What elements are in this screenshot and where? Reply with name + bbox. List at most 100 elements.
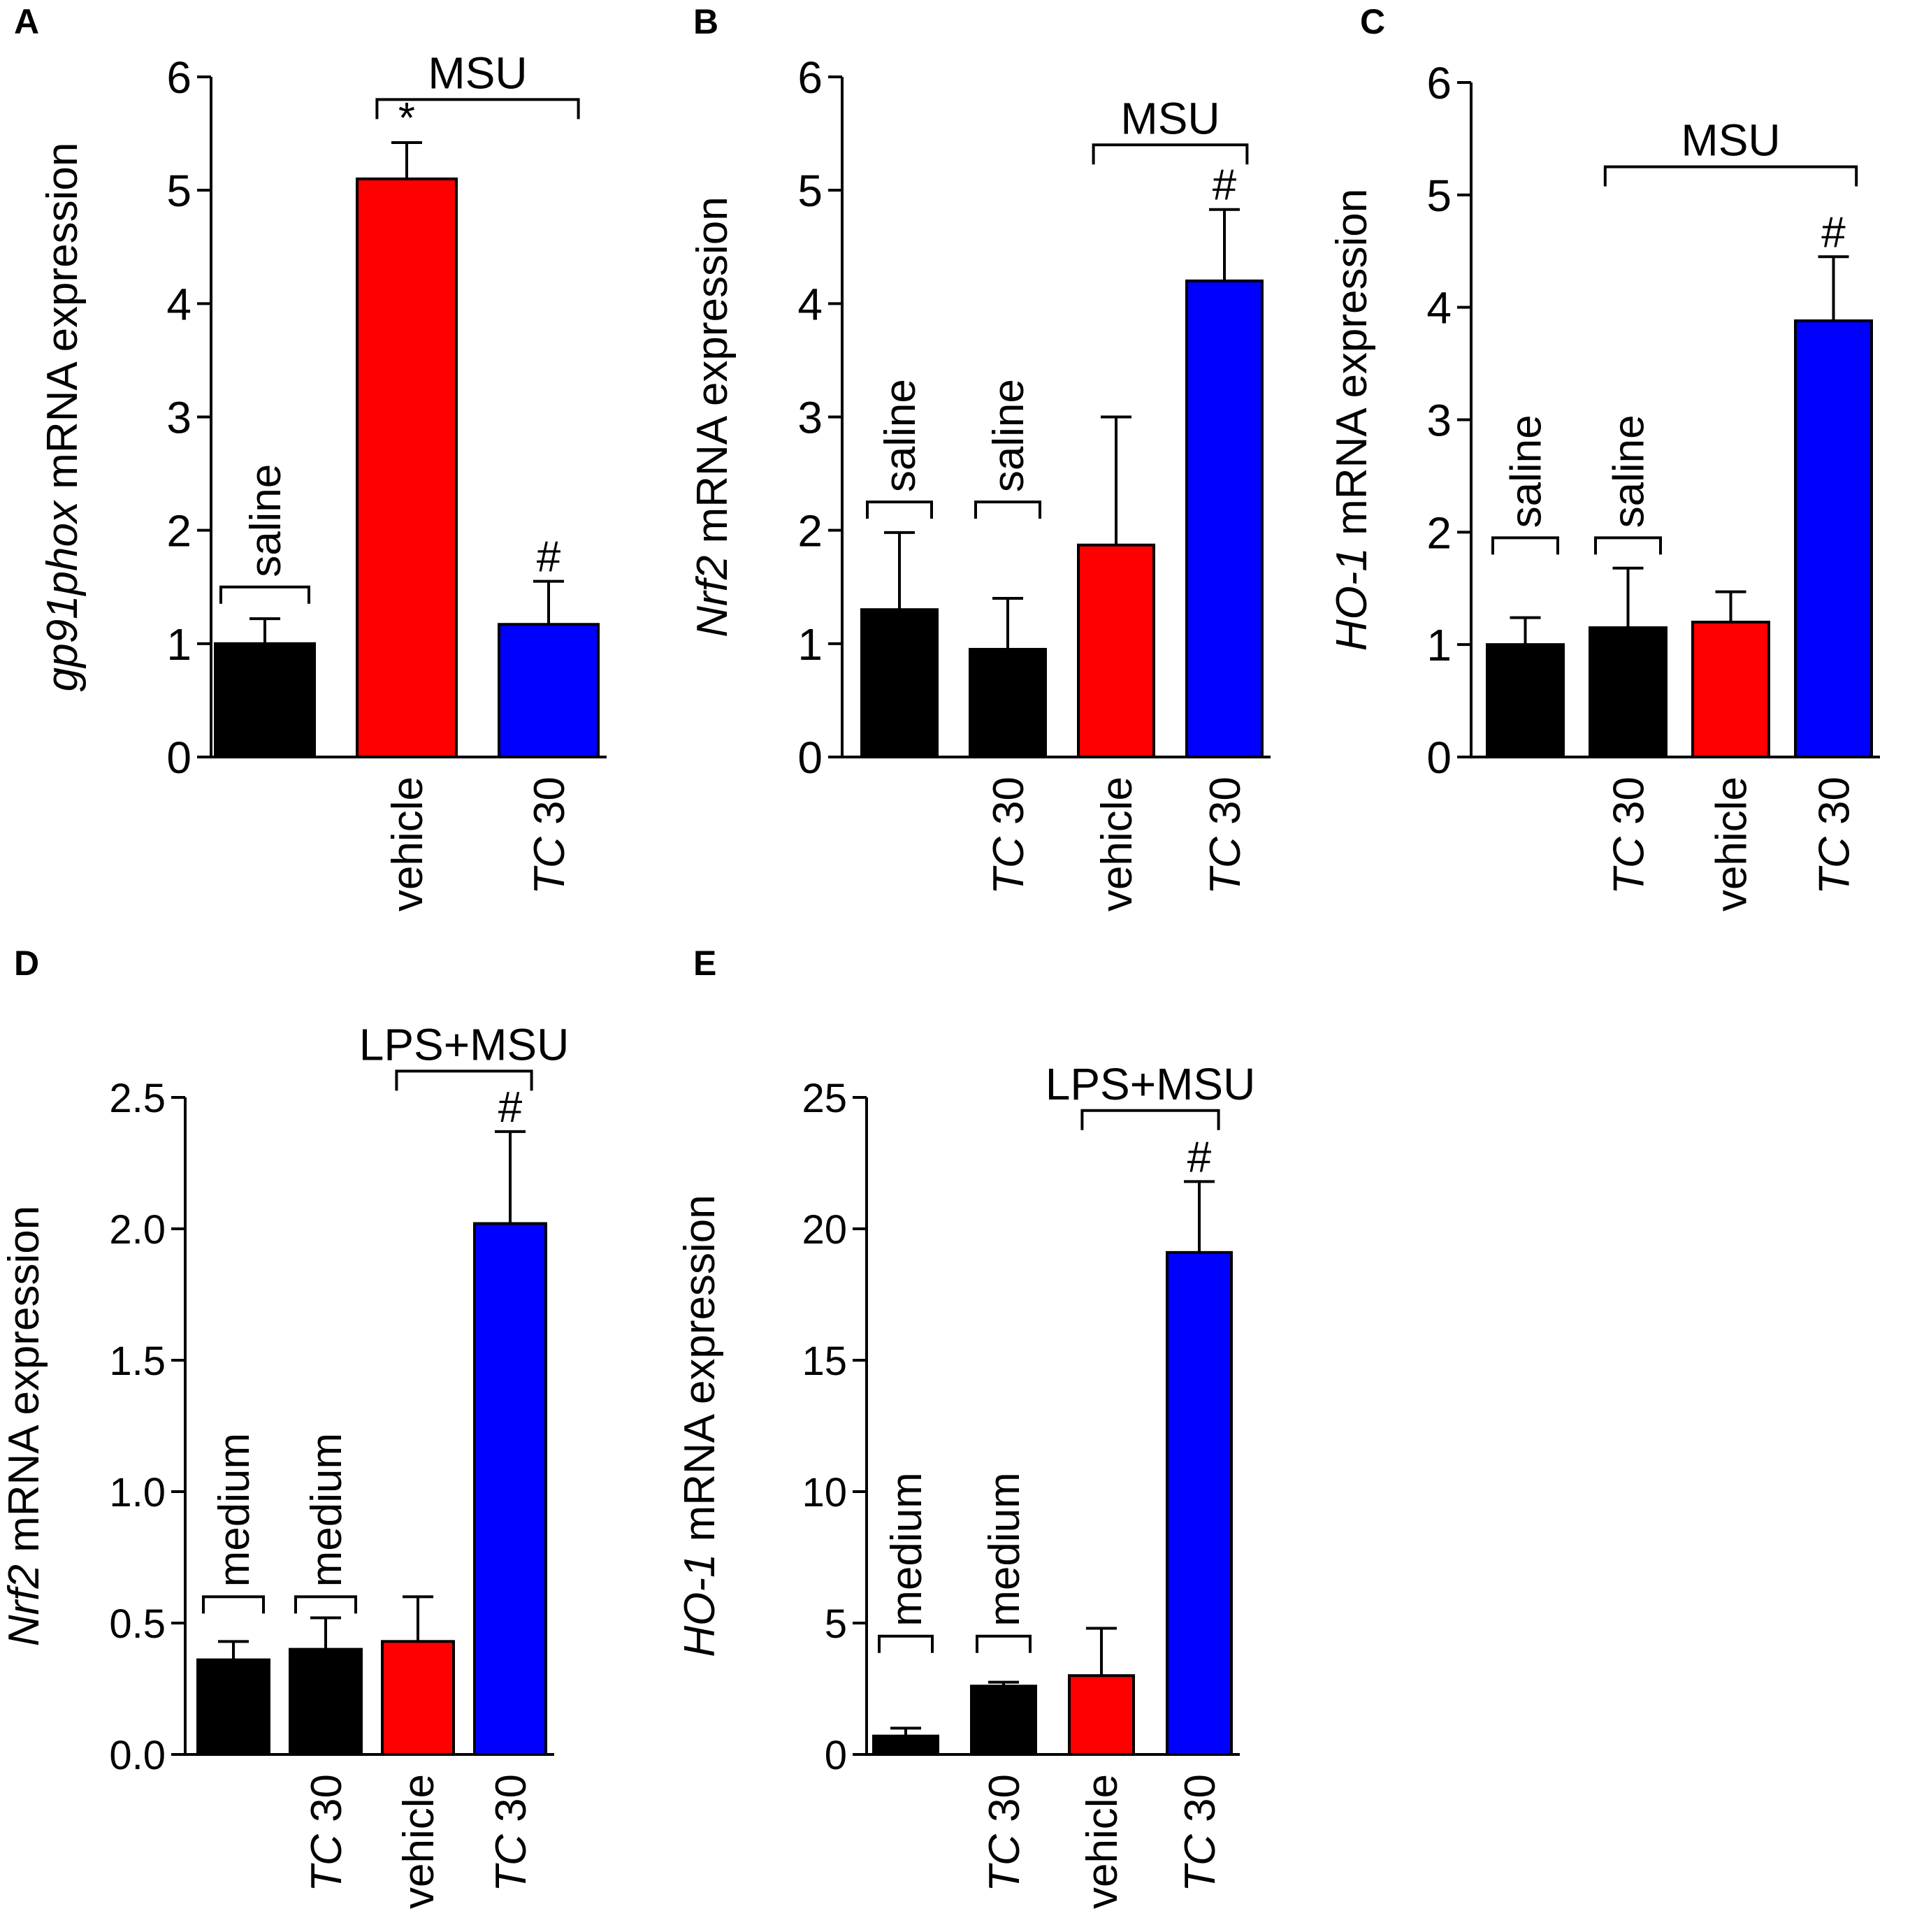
panel-d-x-label-4-rest: 30: [487, 1774, 535, 1834]
panel-d-x-label-4-italic: TC: [487, 1833, 535, 1892]
panel-c-x-label-4: TC 30: [1811, 777, 1859, 895]
panel-e-y-axis-label: HO-1 mRNA expression: [676, 1195, 724, 1657]
panel-d-bar-2: [289, 1648, 363, 1757]
panel-d-letter: D: [14, 944, 39, 983]
panel-b-y-axis-label: Nrf2 mRNA expression: [688, 196, 737, 637]
panel-a-ytick-label: 1: [166, 619, 191, 670]
panel-c-x-label-2-italic: TC: [1605, 836, 1654, 895]
panel-b-bar-2: [969, 647, 1047, 758]
panel-d-ytick-label: 0.0: [109, 1733, 166, 1778]
panel-d-x-label-2-italic: TC: [303, 1833, 351, 1892]
panel-d: D 0.0 0.5 1.0 1.5 2.0 2.5 Nrf2 mRNA expression T…: [0, 944, 569, 1909]
panel-b-y-axis-label-text: mRNA expression: [688, 196, 737, 555]
panel-a-bar-3: [498, 623, 600, 759]
panel-e-bracket-label-3: LPS+MSU: [1046, 1059, 1256, 1109]
panel-e-ytick-label: 20: [802, 1207, 847, 1253]
panel-c-x-label-2-rest: 30: [1605, 777, 1654, 837]
panel-a-y-axis-label-text: mRNA expression: [38, 143, 87, 501]
panel-b-bracket-label-3: MSU: [1120, 93, 1220, 143]
panel-b-x-label-2-rest: 30: [985, 777, 1033, 837]
panel-c-ytick-label: 2: [1426, 507, 1452, 558]
panel-a-x-label-2: vehicle: [384, 777, 432, 911]
panel-c-x-label-3: vehicle: [1708, 777, 1756, 911]
panel-b: B 0 1 2 3 4 5 6 Nrf2 mRNA expression TC 30 vehicle…: [688, 2, 1271, 911]
panel-b-bracket-label-1: saline: [876, 379, 925, 492]
panel-d-ytick-label: 2.5: [109, 1076, 166, 1121]
panel-c-bar-3: [1691, 621, 1770, 758]
panel-e-x-label-2: TC 30: [981, 1774, 1029, 1892]
panel-e-x-label-4-rest: 30: [1176, 1774, 1224, 1834]
panel-e-x-label-4-italic: TC: [1176, 1833, 1224, 1892]
panel-a-y-axis-label: gp91phox mRNA expression: [38, 143, 87, 692]
panel-b-significance-4: #: [1213, 161, 1237, 210]
panel-e-ytick-label: 10: [802, 1470, 847, 1515]
panel-c-bar-4: [1794, 319, 1873, 758]
panel-e-letter: E: [693, 944, 716, 983]
panel-d-significance-4: #: [498, 1083, 523, 1132]
panel-b-bar-4: [1185, 279, 1264, 758]
panel-d-x-label-4: TC 30: [487, 1774, 535, 1892]
panel-a-ytick-label: 3: [166, 393, 191, 443]
panel-b-x-label-4-rest: 30: [1201, 777, 1250, 837]
panel-a-bracket-label-1: saline: [242, 464, 290, 577]
panel-c-bracket-label-2: saline: [1605, 414, 1654, 528]
panel-d-y-axis-label: Nrf2 mRNA expression: [0, 1206, 48, 1647]
panel-c-bracket-1: [1491, 536, 1559, 555]
panel-d-bracket-label-3: LPS+MSU: [359, 1019, 570, 1069]
panel-e-ytick-label: 25: [802, 1076, 847, 1121]
panel-e-x-label-4: TC 30: [1176, 1774, 1224, 1892]
panel-e-bracket-label-1: medium: [883, 1472, 931, 1627]
panel-c-x-label-4-italic: TC: [1811, 836, 1859, 895]
panel-d-bracket-1: [202, 1595, 265, 1614]
panel-d-y-axis-label-gene: Nrf2: [0, 1564, 48, 1646]
panel-a-bar-2: [356, 177, 458, 758]
panel-e-bar-1: [872, 1734, 939, 1756]
panel-b-x-label-2-italic: TC: [985, 836, 1033, 895]
panel-a-ytick-label: 6: [166, 52, 191, 103]
panel-b-y-axis-label-gene: Nrf2: [688, 556, 737, 637]
panel-b-x-label-4-italic: TC: [1201, 836, 1250, 895]
panel-d-bar-3: [381, 1640, 455, 1757]
panel-c-x-label-2: TC 30: [1605, 777, 1654, 895]
panel-e-x-label-2-italic: TC: [981, 1833, 1029, 1892]
panel-a-bar-1: [214, 642, 316, 758]
panel-b-ytick-label: 5: [797, 166, 823, 216]
panel-e: E 0 5 10 15 20 25 HO-1 mRNA expression TC 30 vehi…: [676, 944, 1255, 1909]
panel-c-bar-2: [1589, 626, 1668, 759]
panel-e-y-axis-label-text: mRNA expression: [676, 1195, 724, 1553]
panel-e-bracket-1: [878, 1634, 934, 1653]
panel-a-y-axis-label-gene: gp91phox: [38, 500, 87, 691]
panel-e-x-label-3: vehicle: [1078, 1774, 1127, 1909]
panel-d-bar-4: [473, 1222, 547, 1756]
panel-d-x-label-2-rest: 30: [303, 1774, 351, 1834]
panel-c-ytick-label: 1: [1426, 620, 1452, 670]
panel-e-bracket-3: [1080, 1109, 1220, 1130]
panel-d-bracket-label-2: medium: [303, 1433, 351, 1587]
panel-c-significance-4: #: [1821, 208, 1846, 257]
panel-a: A 0 1 2 3 4 5 6 gp91phox mRNA expression * vehicle…: [14, 2, 607, 911]
panel-b-ytick-label: 1: [797, 619, 823, 670]
panel-c-bar-1: [1486, 643, 1565, 759]
panel-b-letter: B: [693, 2, 718, 41]
panel-a-bracket-1: [219, 585, 310, 604]
panel-a-bracket-2: [375, 98, 580, 120]
panel-a-x-label-3-rest: 30: [526, 777, 574, 837]
panel-c-x-label-4-rest: 30: [1811, 777, 1859, 837]
panel-b-bracket-3: [1092, 143, 1249, 165]
panel-a-ytick-label: 4: [166, 279, 191, 329]
panel-e-ytick-label: 15: [802, 1339, 847, 1384]
panel-a-ytick-label: 0: [166, 733, 191, 783]
panel-b-bar-3: [1077, 543, 1155, 759]
panel-e-bracket-2: [976, 1634, 1032, 1653]
panel-b-ytick-label: 0: [797, 733, 823, 783]
panel-c-y-axis-label-gene: HO-1: [1328, 547, 1376, 651]
panel-b-bar-1: [860, 608, 939, 759]
panel-d-x-label-3: vehicle: [395, 1774, 443, 1909]
panel-b-x-label-4: TC 30: [1201, 777, 1250, 895]
panel-c-ytick-label: 5: [1426, 171, 1452, 221]
panel-e-x-label-2-rest: 30: [981, 1774, 1029, 1834]
panel-c-y-axis-label-text: mRNA expression: [1328, 189, 1376, 547]
panel-a-ytick-label: 5: [166, 166, 191, 216]
panel-e-bar-3: [1068, 1674, 1135, 1756]
